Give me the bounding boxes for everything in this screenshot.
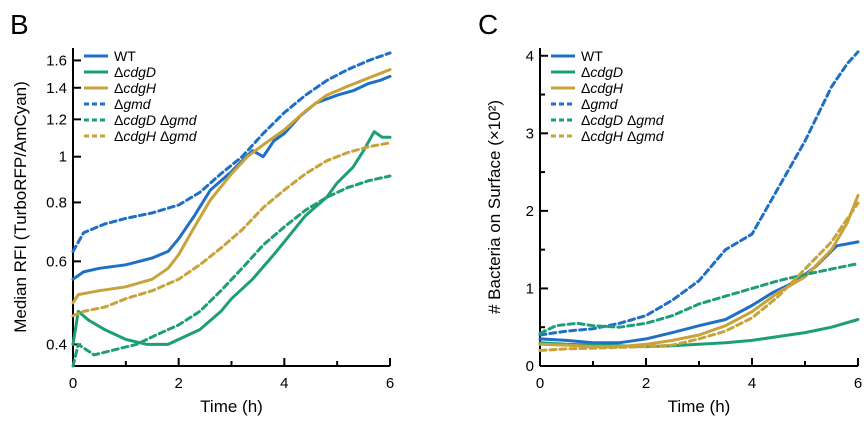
panel-label: C [478, 9, 498, 40]
legend-label: WT [581, 48, 603, 64]
legend-label: ΔcdgD Δgmd [581, 112, 665, 128]
y-tick-label: 1.2 [46, 111, 67, 128]
y-tick-label: 1 [59, 149, 67, 166]
y-tick-label: 1.4 [46, 80, 67, 97]
x-axis-title: Time (h) [668, 397, 731, 416]
x-tick-label: 2 [174, 375, 182, 392]
series-line [538, 50, 860, 337]
series-line [538, 262, 860, 335]
y-tick-label: 4 [526, 48, 534, 65]
x-tick-label: 0 [69, 375, 77, 392]
x-tick-label: 2 [642, 375, 650, 392]
series-line [538, 193, 860, 349]
y-tick-label: 0.6 [46, 253, 67, 270]
legend-label: ΔcdgD [114, 64, 156, 80]
y-axis-title: # Bacteria on Surface (×10²) [485, 100, 504, 314]
legend-label: ΔcdgH [114, 80, 157, 96]
legend-label: Δgmd [581, 96, 619, 112]
x-tick-label: 4 [748, 375, 756, 392]
y-tick-label: 0 [526, 358, 534, 375]
legend-label: ΔcdgD Δgmd [114, 112, 198, 128]
chart-panel-b: B 0 2 4 6 0.4 0.6 0.8 1 1.2 1.4 1.6 Time (h) Median R… [10, 9, 394, 416]
series-line [71, 130, 392, 346]
legend-label: ΔcdgD [581, 64, 623, 80]
legend-label: WT [114, 48, 136, 64]
series-line [538, 201, 860, 352]
y-tick-label: 3 [526, 125, 534, 142]
legend-label: ΔcdgH Δgmd [114, 128, 198, 144]
x-tick-label: 6 [386, 375, 394, 392]
x-tick-label: 0 [536, 375, 544, 392]
y-tick-label: 2 [526, 203, 534, 220]
y-tick-label: 1 [526, 280, 534, 297]
panel-label: B [10, 9, 29, 40]
x-tick-label: 6 [854, 375, 862, 392]
series-line [71, 174, 392, 368]
x-axis-title: Time (h) [200, 397, 263, 416]
y-axis-title: Median RFI (TurboRFP/AmCyan) [11, 81, 30, 333]
y-tick-label: 1.6 [46, 52, 67, 69]
y-tick-label: 0.8 [46, 194, 67, 211]
x-tick-label: 4 [280, 375, 288, 392]
chart-panel-c: C 0 2 4 6 0 1 2 3 4 Time (h) # Bacteria on Surface … [478, 9, 862, 416]
series-line [71, 51, 392, 253]
series-line [71, 141, 392, 318]
legend-label: ΔcdgH Δgmd [581, 128, 665, 144]
series-line [538, 240, 860, 345]
series-line [71, 68, 392, 305]
legend-label: ΔcdgH [581, 80, 624, 96]
y-tick-label: 0.4 [46, 336, 67, 353]
legend-label: Δgmd [114, 96, 152, 112]
